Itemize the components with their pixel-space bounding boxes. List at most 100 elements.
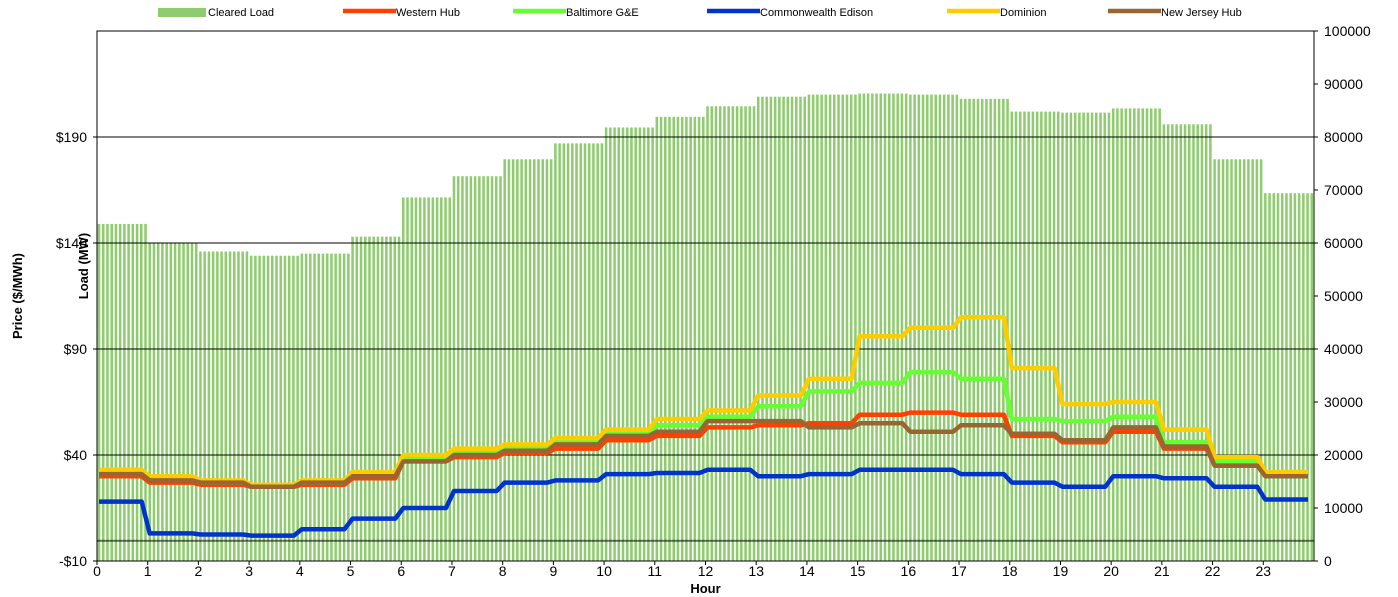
y-left-tick-label: $40 — [64, 447, 88, 463]
load-bar — [1293, 193, 1297, 561]
load-bar — [807, 94, 811, 561]
load-bar — [271, 255, 274, 561]
load-bar — [718, 106, 722, 561]
load-bar — [1166, 124, 1170, 561]
load-bar — [968, 98, 971, 561]
load-bar — [731, 106, 735, 561]
load-bar — [706, 106, 709, 561]
load-bar — [220, 251, 223, 562]
load-bar — [1247, 159, 1250, 561]
load-bar — [613, 127, 616, 562]
load-bar — [456, 176, 460, 561]
load-bar — [1200, 124, 1204, 561]
x-tick-label: 12 — [698, 563, 714, 579]
load-bar — [1035, 111, 1039, 561]
load-bar — [1040, 111, 1043, 561]
load-bar — [494, 176, 498, 561]
load-bar — [820, 94, 823, 561]
load-bar — [824, 94, 828, 561]
load-bar — [1044, 111, 1047, 561]
load-bar — [444, 197, 447, 562]
x-tick-label: 13 — [748, 563, 764, 579]
load-bar — [769, 96, 773, 561]
load-bar — [507, 159, 511, 561]
load-bar — [752, 106, 756, 561]
load-bar — [642, 127, 646, 562]
load-bar — [1221, 159, 1225, 561]
load-bar — [828, 94, 832, 561]
x-tick-label: 19 — [1053, 563, 1069, 579]
load-bar-hour-4 — [300, 253, 350, 561]
load-bar — [871, 93, 874, 561]
load-bar — [516, 159, 519, 561]
load-bar — [194, 243, 198, 561]
load-bar — [283, 255, 287, 561]
load-bar — [321, 253, 325, 561]
load-bar-hour-2 — [199, 251, 249, 562]
load-bar — [347, 253, 350, 561]
load-bar — [558, 143, 561, 562]
load-bar — [423, 197, 426, 562]
load-bar — [473, 176, 477, 561]
load-bar — [1158, 108, 1161, 561]
load-bar-hour-19 — [1061, 112, 1111, 562]
y-right-tick-label: 90000 — [1324, 76, 1363, 92]
load-bar — [1306, 193, 1309, 561]
load-bar — [511, 159, 515, 561]
load-bar — [782, 96, 785, 561]
load-bar — [562, 143, 566, 562]
load-bar — [1259, 159, 1263, 561]
load-bar — [1242, 159, 1246, 561]
load-bar — [985, 98, 988, 561]
load-bar — [216, 251, 219, 562]
x-axis-ticks: 0 1 2 3 4 5 6 7 8 9 10 11 12 13 14 15 16 17 18 19 20 21 22 23 — [93, 561, 1271, 579]
load-bar-hour-5 — [351, 236, 401, 561]
x-axis-label: Hour — [690, 581, 720, 596]
load-bar — [1234, 159, 1238, 561]
load-bar — [1018, 111, 1022, 561]
load-bar — [418, 197, 422, 562]
load-bar — [993, 98, 997, 561]
load-bar — [659, 116, 663, 562]
load-bar — [634, 127, 637, 562]
load-bar — [1268, 193, 1271, 561]
load-bar — [587, 143, 591, 562]
load-bar — [697, 116, 701, 562]
load-bar — [165, 243, 168, 561]
load-bar — [989, 98, 992, 561]
load-bar — [883, 93, 887, 561]
load-bar — [655, 116, 659, 562]
x-tick-label: 9 — [549, 563, 557, 579]
y-right-tick-label: 40000 — [1324, 341, 1363, 357]
load-bar — [224, 251, 228, 562]
load-bar — [625, 127, 629, 562]
load-bar — [304, 253, 308, 561]
load-bar-hour-15 — [858, 93, 908, 561]
load-bar — [1052, 111, 1056, 561]
load-bar — [1141, 108, 1145, 561]
load-bar — [735, 106, 739, 561]
load-bar — [309, 253, 312, 561]
load-bar — [520, 159, 523, 561]
load-bars — [97, 93, 1314, 562]
load-bar — [254, 255, 257, 561]
load-bar — [710, 106, 714, 561]
load-bar — [258, 255, 261, 561]
load-bar — [1048, 111, 1052, 561]
load-bar — [685, 116, 688, 562]
load-bar — [148, 243, 152, 561]
load-bar — [693, 116, 697, 562]
load-bar — [1073, 112, 1077, 562]
load-bar — [549, 159, 553, 561]
load-bar — [359, 236, 363, 561]
x-tick-label: 8 — [499, 563, 507, 579]
load-bar — [1023, 111, 1026, 561]
series-line-4 — [99, 418, 1308, 490]
load-bar — [1302, 193, 1305, 561]
load-bar — [199, 251, 202, 562]
load-bar — [440, 197, 443, 562]
load-bar — [617, 127, 621, 562]
load-bar — [1175, 124, 1178, 561]
load-bar — [980, 98, 984, 561]
load-bar — [866, 93, 870, 561]
